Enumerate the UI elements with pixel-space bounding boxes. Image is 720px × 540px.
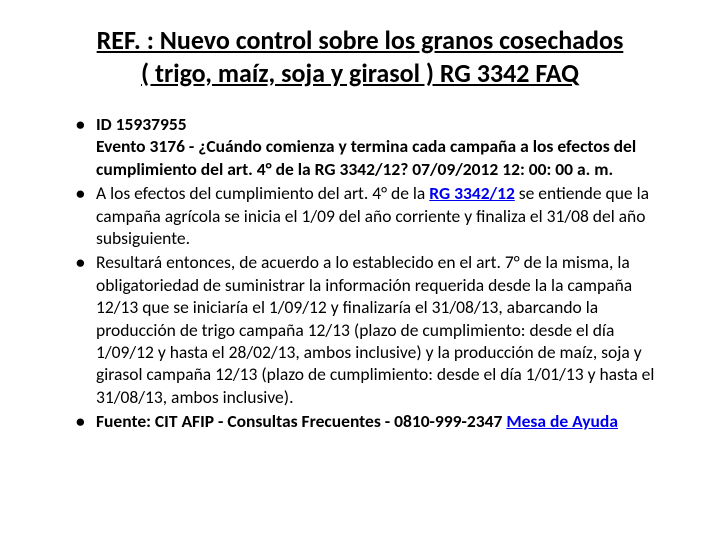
bullet-text-before: A los efectos del cumplimiento del art. …	[96, 182, 429, 204]
help-desk-link[interactable]: Mesa de Ayuda	[506, 410, 618, 432]
bullet-bold-lead: ID 15937955	[96, 113, 187, 135]
title-line-2: ( trigo, maíz, soja y girasol ) RG 3342 …	[141, 57, 579, 89]
list-item: A los efectos del cumplimiento del art. …	[76, 182, 666, 249]
list-item: ID 15937955 Evento 3176 - ¿Cuándo comien…	[76, 113, 666, 180]
list-item: Fuente: CIT AFIP - Consultas Frecuentes …	[76, 410, 666, 432]
bullet-text: Evento 3176 - ¿Cuándo comienza y termina…	[96, 135, 636, 179]
rg-link[interactable]: RG 3342/12	[429, 182, 515, 204]
bullet-list: ID 15937955 Evento 3176 - ¿Cuándo comien…	[30, 113, 690, 432]
slide-title: REF. : Nuevo control sobre los granos co…	[70, 24, 650, 89]
bullet-bold-lead: Fuente: CIT AFIP - Consultas Frecuentes …	[96, 410, 506, 432]
bullet-text: Resultará entonces, de acuerdo a lo esta…	[96, 251, 654, 407]
list-item: Resultará entonces, de acuerdo a lo esta…	[76, 251, 666, 408]
slide-container: REF. : Nuevo control sobre los granos co…	[0, 0, 720, 540]
title-line-1: REF. : Nuevo control sobre los granos co…	[97, 24, 624, 56]
